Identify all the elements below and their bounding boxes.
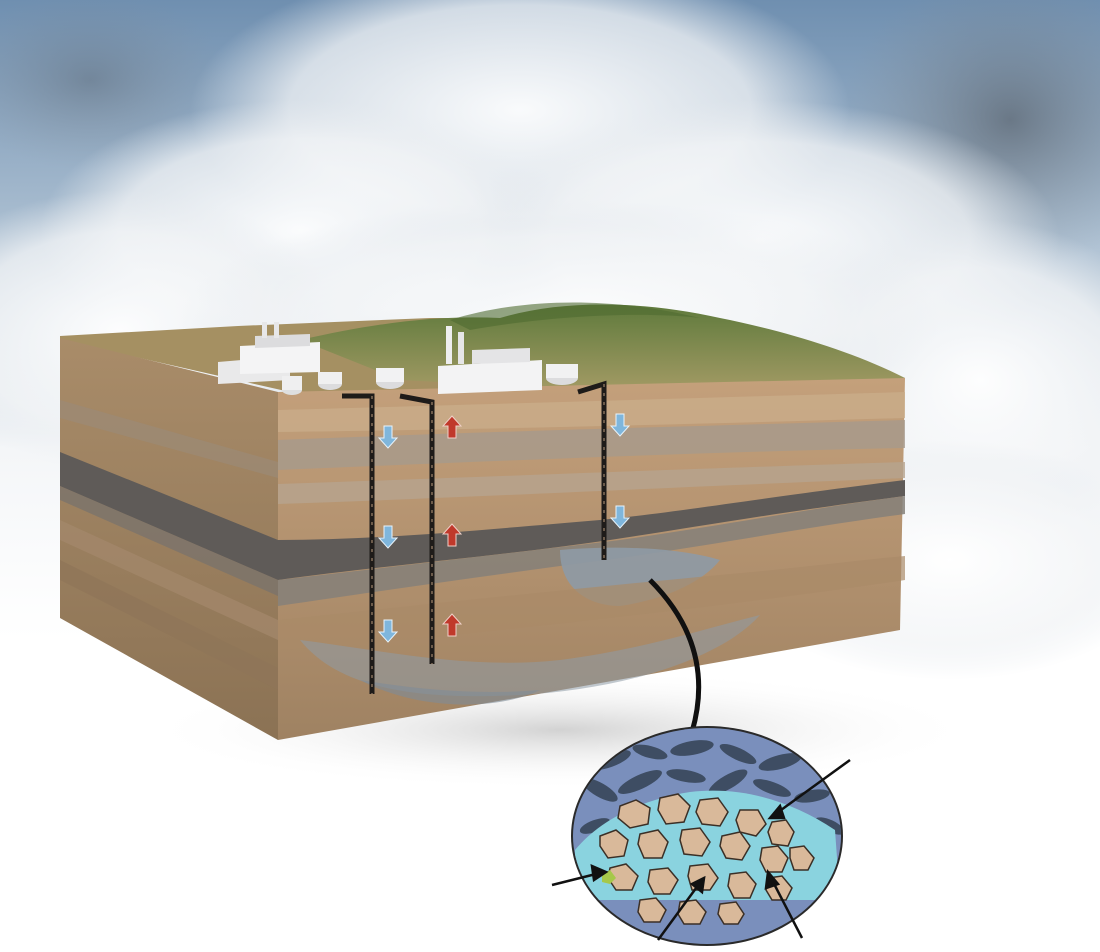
callout-connector bbox=[648, 578, 702, 733]
power-plant-buildings bbox=[218, 322, 578, 395]
inset-pointer-arrows bbox=[551, 758, 851, 941]
injection-well-1 bbox=[342, 393, 375, 694]
production-well bbox=[399, 393, 435, 664]
injection-well-2 bbox=[577, 380, 607, 560]
block-left-face bbox=[60, 338, 278, 740]
injection-flow-arrows bbox=[377, 413, 631, 643]
production-flow-arrows bbox=[441, 415, 463, 637]
block-front-face bbox=[278, 378, 905, 740]
